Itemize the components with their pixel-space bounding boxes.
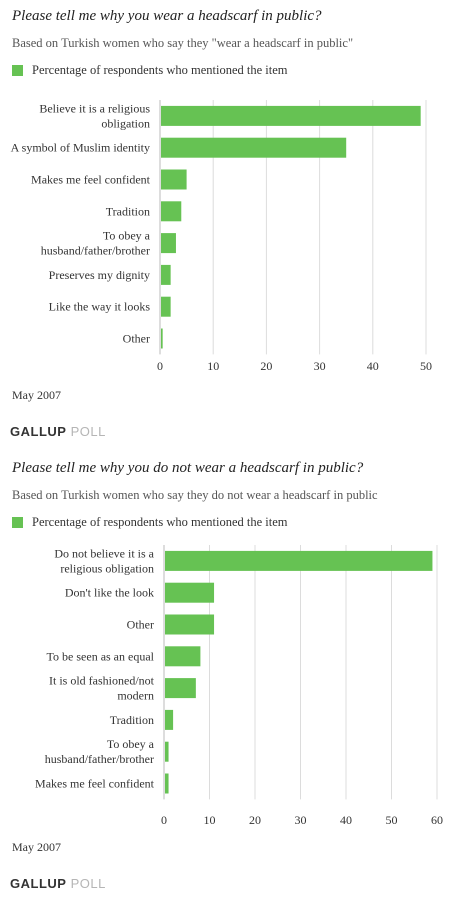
category-label: Other bbox=[127, 618, 154, 632]
gallup-poll-logo: GALLUP POLL bbox=[10, 424, 106, 439]
x-tick-label: 0 bbox=[157, 359, 163, 373]
x-tick-label: 40 bbox=[340, 813, 352, 827]
x-tick-label: 20 bbox=[249, 813, 261, 827]
category-label: Do not believe it is a religious obligati… bbox=[54, 546, 154, 575]
bar-plot: 0 10 20 30 40 50 Believe it is a religious obli… bbox=[11, 100, 432, 373]
x-tick-label: 40 bbox=[367, 359, 379, 373]
x-tick-label: 0 bbox=[161, 813, 167, 827]
bar bbox=[161, 169, 187, 190]
x-tick-label: 10 bbox=[207, 359, 219, 373]
category-label: Other bbox=[123, 332, 150, 346]
bar-plot: 0 10 20 30 40 50 60 Do not believe it is a relig… bbox=[35, 545, 443, 827]
chart-subtitle: Based on Turkish women who say they do n… bbox=[12, 488, 378, 502]
survey-date: May 2007 bbox=[12, 840, 61, 854]
x-tick-label: 30 bbox=[314, 359, 326, 373]
bar bbox=[165, 646, 201, 667]
bar bbox=[165, 550, 433, 571]
chart-subtitle: Based on Turkish women who say they "wea… bbox=[12, 36, 354, 50]
bar bbox=[165, 582, 215, 603]
gallup-poll-logo: GALLUP POLL bbox=[10, 876, 106, 891]
bar bbox=[161, 201, 182, 222]
legend-label: Percentage of respondents who mentioned … bbox=[32, 63, 288, 77]
category-label: It is old fashioned/not modern bbox=[49, 674, 155, 703]
bar bbox=[165, 709, 174, 730]
category-label: Believe it is a religious obligation bbox=[39, 101, 150, 130]
category-label: Tradition bbox=[106, 204, 150, 218]
bar bbox=[165, 773, 169, 794]
logo-text-light: POLL bbox=[70, 876, 106, 891]
survey-date: May 2007 bbox=[12, 388, 61, 402]
bar bbox=[161, 264, 171, 285]
bar bbox=[161, 296, 171, 317]
bar bbox=[165, 741, 169, 762]
legend: Percentage of respondents who mentioned … bbox=[12, 515, 287, 530]
legend: Percentage of respondents who mentioned … bbox=[12, 63, 287, 78]
bar bbox=[165, 678, 196, 699]
chart-wear-headscarf: Please tell me why you wear a headscarf … bbox=[0, 0, 465, 445]
bar bbox=[161, 105, 421, 126]
legend-swatch bbox=[12, 517, 23, 528]
category-label: Preserves my dignity bbox=[49, 268, 150, 282]
chart-not-wear-headscarf: Please tell me why you do not wear a hea… bbox=[0, 452, 465, 897]
category-label: Makes me feel confident bbox=[31, 173, 151, 187]
x-tick-label: 10 bbox=[204, 813, 216, 827]
logo-text-strong: GALLUP bbox=[10, 424, 67, 439]
logo-text-light: POLL bbox=[70, 424, 106, 439]
x-tick-label: 50 bbox=[420, 359, 432, 373]
x-tick-label: 60 bbox=[431, 813, 443, 827]
category-label: Like the way it looks bbox=[49, 300, 151, 314]
category-label: Makes me feel confident bbox=[35, 777, 155, 791]
legend-swatch bbox=[12, 65, 23, 76]
chart-title: Please tell me why you wear a headscarf … bbox=[12, 8, 322, 24]
bar bbox=[161, 233, 176, 254]
x-tick-label: 20 bbox=[260, 359, 272, 373]
category-label: To be seen as an equal bbox=[47, 649, 155, 663]
category-label: To obey a husband/father/brother bbox=[41, 229, 151, 258]
x-tick-label: 30 bbox=[295, 813, 307, 827]
bar bbox=[161, 328, 163, 349]
category-label: A symbol of Muslim identity bbox=[11, 141, 150, 155]
category-label: Tradition bbox=[110, 713, 154, 727]
legend-label: Percentage of respondents who mentioned … bbox=[32, 515, 288, 529]
bar bbox=[165, 614, 215, 635]
logo-text-strong: GALLUP bbox=[10, 876, 67, 891]
category-label: Don't like the look bbox=[65, 586, 154, 600]
chart-title: Please tell me why you do not wear a hea… bbox=[12, 460, 364, 476]
bar bbox=[161, 137, 347, 158]
category-label: To obey a husband/father/brother bbox=[45, 737, 155, 766]
x-tick-label: 50 bbox=[386, 813, 398, 827]
